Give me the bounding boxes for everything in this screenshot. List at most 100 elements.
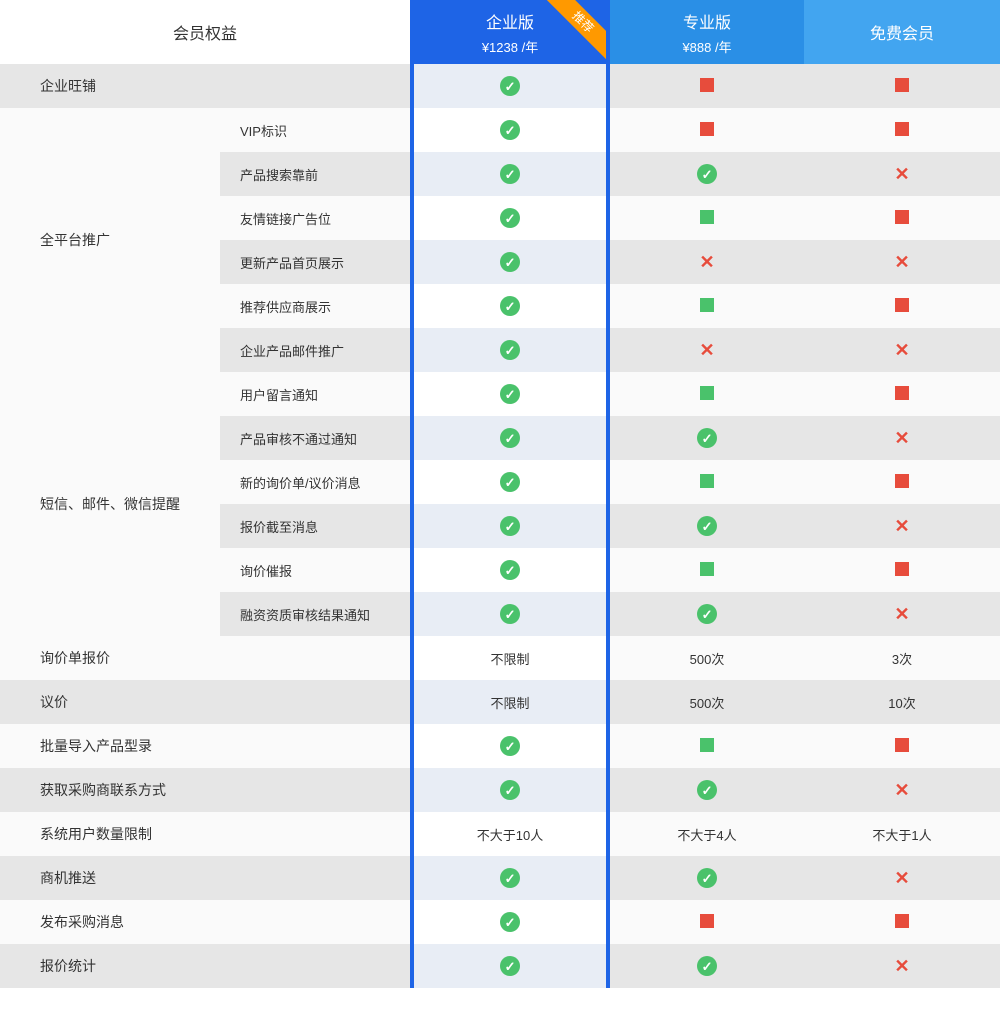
plan-cell — [412, 64, 608, 108]
feature-cell: 产品搜索靠前 — [220, 152, 412, 196]
category-cell: 企业旺铺 — [0, 64, 220, 108]
plan-cell — [804, 900, 1000, 944]
category-cell: 发布采购消息 — [0, 900, 220, 944]
cross-icon — [697, 340, 717, 360]
check-icon — [697, 164, 717, 184]
plan-name: 免费会员 — [804, 20, 1000, 44]
plan-cell — [608, 64, 804, 108]
ribbon-label: 推荐 — [546, 0, 606, 60]
plan-cell — [804, 416, 1000, 460]
feature-cell: 产品审核不通过通知 — [220, 416, 412, 460]
feature-cell — [220, 856, 412, 900]
square-red-icon — [895, 914, 909, 928]
plan-cell — [412, 592, 608, 636]
plan-cell — [608, 900, 804, 944]
check-icon — [500, 384, 520, 404]
table-row: 企业旺铺 — [0, 64, 1000, 108]
cross-icon — [892, 252, 912, 272]
plan-cell — [804, 592, 1000, 636]
check-icon — [697, 428, 717, 448]
cross-icon — [892, 340, 912, 360]
plan-cell — [412, 460, 608, 504]
check-icon — [500, 560, 520, 580]
check-icon — [697, 516, 717, 536]
table-row: 全平台推广VIP标识 — [0, 108, 1000, 152]
table-row: 获取采购商联系方式 — [0, 768, 1000, 812]
plan-cell — [804, 152, 1000, 196]
plan-cell — [804, 240, 1000, 284]
feature-cell: 新的询价单/议价消息 — [220, 460, 412, 504]
plan-cell: 500次 — [608, 636, 804, 680]
plan-cell — [608, 724, 804, 768]
plan-cell — [804, 196, 1000, 240]
check-icon — [500, 76, 520, 96]
cross-icon — [892, 868, 912, 888]
square-red-icon — [895, 386, 909, 400]
plan-name: 专业版 — [610, 9, 804, 33]
plan-cell — [608, 152, 804, 196]
table-row: 商机推送 — [0, 856, 1000, 900]
square-red-icon — [895, 122, 909, 136]
feature-cell: 更新产品首页展示 — [220, 240, 412, 284]
feature-cell: 推荐供应商展示 — [220, 284, 412, 328]
table-row: 短信、邮件、微信提醒用户留言通知 — [0, 372, 1000, 416]
square-red-icon — [895, 210, 909, 224]
square-red-icon — [700, 78, 714, 92]
table-header-row: 会员权益 推荐 企业版 ¥1238 /年 专业版 ¥888 /年 免费会员 — [0, 0, 1000, 64]
plan-cell — [608, 504, 804, 548]
square-red-icon — [895, 562, 909, 576]
plan-cell — [412, 768, 608, 812]
plan-cell: 不大于10人 — [412, 812, 608, 856]
feature-cell — [220, 680, 412, 724]
plan-cell — [608, 372, 804, 416]
plan-cell: 不大于4人 — [608, 812, 804, 856]
check-icon — [500, 516, 520, 536]
membership-comparison-table: 会员权益 推荐 企业版 ¥1238 /年 专业版 ¥888 /年 免费会员 企业… — [0, 0, 1000, 988]
square-red-icon — [895, 298, 909, 312]
category-cell: 全平台推广 — [0, 108, 220, 372]
cross-icon — [892, 516, 912, 536]
plan-cell — [608, 856, 804, 900]
cross-icon — [892, 604, 912, 624]
plan-cell — [608, 108, 804, 152]
plan-cell — [608, 944, 804, 988]
plan-cell: 500次 — [608, 680, 804, 724]
feature-cell — [220, 812, 412, 856]
check-icon — [500, 868, 520, 888]
cross-icon — [892, 956, 912, 976]
check-icon — [697, 868, 717, 888]
category-cell: 获取采购商联系方式 — [0, 768, 220, 812]
check-icon — [697, 780, 717, 800]
feature-cell: 报价截至消息 — [220, 504, 412, 548]
check-icon — [500, 120, 520, 140]
category-cell: 批量导入产品型录 — [0, 724, 220, 768]
check-icon — [500, 252, 520, 272]
square-red-icon — [700, 914, 714, 928]
plan-cell — [608, 328, 804, 372]
plan-cell — [608, 284, 804, 328]
square-green-icon — [700, 298, 714, 312]
check-icon — [500, 164, 520, 184]
plan-header-pro: 专业版 ¥888 /年 — [608, 0, 804, 64]
plan-cell — [412, 548, 608, 592]
check-icon — [500, 296, 520, 316]
plan-cell — [412, 900, 608, 944]
plan-cell — [412, 724, 608, 768]
plan-cell — [412, 372, 608, 416]
feature-cell: VIP标识 — [220, 108, 412, 152]
check-icon — [500, 956, 520, 976]
feature-cell: 企业产品邮件推广 — [220, 328, 412, 372]
feature-cell — [220, 724, 412, 768]
cross-icon — [892, 780, 912, 800]
feature-cell: 询价催报 — [220, 548, 412, 592]
plan-cell — [804, 372, 1000, 416]
benefits-title: 会员权益 — [173, 26, 237, 43]
plan-cell — [608, 768, 804, 812]
plan-header-enterprise: 推荐 企业版 ¥1238 /年 — [412, 0, 608, 64]
plan-cell — [804, 328, 1000, 372]
plan-cell — [804, 108, 1000, 152]
check-icon — [500, 736, 520, 756]
feature-cell — [220, 636, 412, 680]
category-cell: 报价统计 — [0, 944, 220, 988]
plan-cell — [804, 460, 1000, 504]
